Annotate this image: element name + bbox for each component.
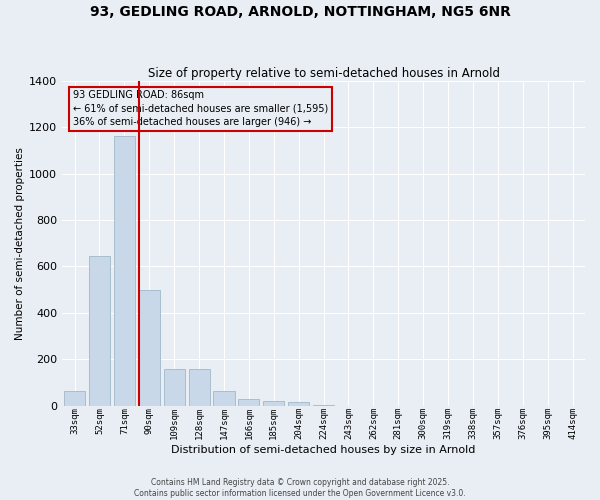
Text: 93, GEDLING ROAD, ARNOLD, NOTTINGHAM, NG5 6NR: 93, GEDLING ROAD, ARNOLD, NOTTINGHAM, NG… [89,5,511,19]
Bar [114,136,135,406]
Text: Contains HM Land Registry data © Crown copyright and database right 2025.
Contai: Contains HM Land Registry data © Crown c… [134,478,466,498]
Text: 93 GEDLING ROAD: 86sqm
← 61% of semi-detached houses are smaller (1,595)
36% of : 93 GEDLING ROAD: 86sqm ← 61% of semi-det… [73,90,328,127]
Bar [238,399,259,406]
Bar [263,401,284,406]
Bar [89,256,110,406]
Title: Size of property relative to semi-detached houses in Arnold: Size of property relative to semi-detach… [148,66,500,80]
Bar [139,290,160,406]
Bar [188,368,209,406]
Bar [288,402,309,406]
Bar [313,404,334,406]
Bar [164,368,185,406]
Bar [214,390,235,406]
Bar [64,390,85,406]
X-axis label: Distribution of semi-detached houses by size in Arnold: Distribution of semi-detached houses by … [172,445,476,455]
Y-axis label: Number of semi-detached properties: Number of semi-detached properties [15,147,25,340]
